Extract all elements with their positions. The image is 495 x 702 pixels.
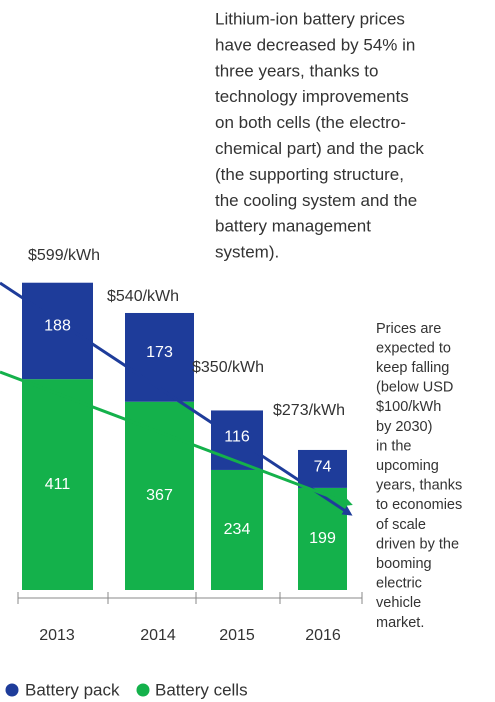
value-label: 411 <box>45 476 71 493</box>
legend-label: Battery pack <box>25 680 120 699</box>
total-label: $540/kWh <box>107 288 179 305</box>
total-label: $273/kWh <box>273 402 345 419</box>
annotation-line: booming <box>376 556 432 572</box>
legend-marker <box>136 683 150 697</box>
legend-marker <box>5 683 19 697</box>
annotation-line: of scale <box>376 517 426 533</box>
annotation-line: upcoming <box>376 458 439 474</box>
annotation-line: to economies <box>376 497 462 513</box>
bars <box>22 282 347 590</box>
annotation-line: system). <box>215 243 279 262</box>
value-label: 74 <box>314 458 332 475</box>
annotation-line: keep falling <box>376 360 449 376</box>
value-label: 188 <box>44 317 71 334</box>
annotation-line: driven by the <box>376 536 459 552</box>
annotation-line: three years, thanks to <box>215 61 378 80</box>
annotation-line: by 2030) <box>376 419 432 435</box>
bar-segment <box>22 282 93 380</box>
bar-segment <box>298 449 347 488</box>
total-label: $350/kWh <box>192 359 264 376</box>
total-label: $599/kWh <box>28 247 100 264</box>
annotation-line: Lithium-ion battery prices <box>215 9 405 28</box>
annotation-line: (the supporting structure, <box>215 165 404 184</box>
annotation-line: battery management <box>215 217 371 236</box>
value-label: 234 <box>224 521 251 538</box>
annotation-line: chemical part) and the pack <box>215 139 424 158</box>
x-tick-label: 2016 <box>305 627 341 644</box>
x-tick-label: 2013 <box>39 627 75 644</box>
annotation-line: technology improvements <box>215 87 409 106</box>
trend-arrow-pack <box>0 281 353 516</box>
annotation-line: expected to <box>376 340 451 356</box>
value-label: 173 <box>146 344 173 361</box>
bar-segment <box>22 379 93 590</box>
annotation-line: have decreased by 54% in <box>215 35 415 54</box>
annotation-line: years, thanks <box>376 478 462 494</box>
value-label: 199 <box>309 530 336 547</box>
x-tick-label: 2014 <box>140 627 176 644</box>
annotation-line: on both cells (the electro- <box>215 113 406 132</box>
labels: 411 188 2013 $599/kWh 367 173 2014 $540/kWh 234 1… <box>5 9 462 699</box>
annotation-line: electric <box>376 576 422 592</box>
annotation-line: market. <box>376 615 424 631</box>
bar-segment <box>211 469 263 590</box>
annotation-line: Prices are <box>376 321 441 337</box>
trend-arrow-cells <box>0 370 353 507</box>
annotation-line: in the <box>376 438 411 454</box>
annotation-line: $100/kWh <box>376 399 441 415</box>
legend-label: Battery cells <box>155 680 248 699</box>
value-label: 116 <box>224 428 250 445</box>
x-tick-label: 2015 <box>219 627 255 644</box>
annotation-line: the cooling system and the <box>215 191 417 210</box>
annotation-line: (below USD <box>376 380 453 396</box>
value-label: 367 <box>146 487 173 504</box>
annotation-line: vehicle <box>376 595 421 611</box>
